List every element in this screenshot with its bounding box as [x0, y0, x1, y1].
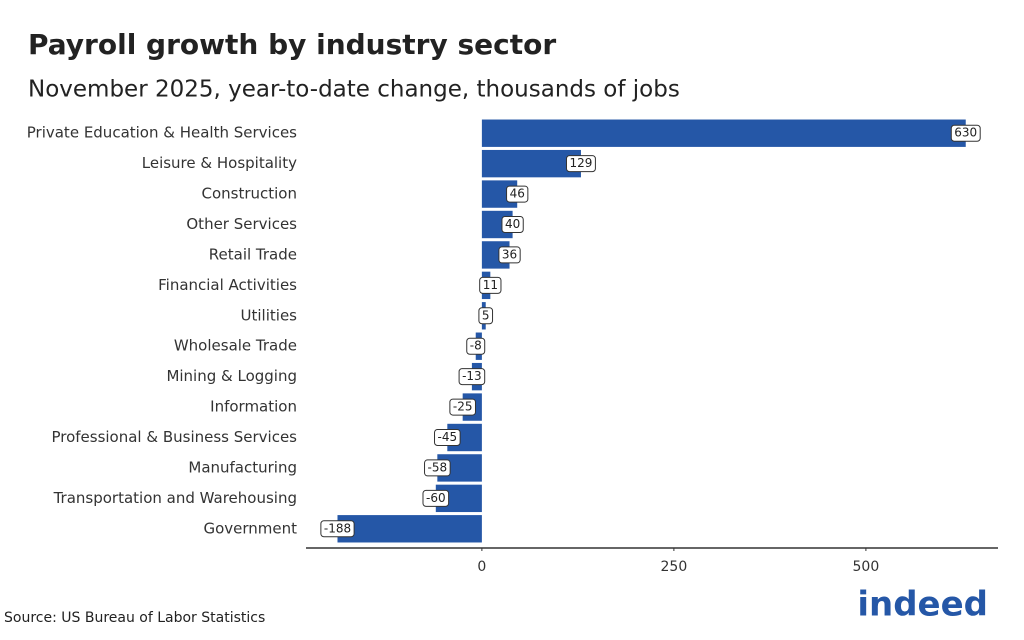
- value-label-box: [950, 124, 981, 142]
- x-tick-label: 0: [477, 559, 486, 575]
- y-tick-label: Manufacturing: [188, 458, 297, 476]
- bar: [337, 515, 482, 543]
- y-tick-label: Retail Trade: [209, 245, 297, 263]
- y-tick-label: Government: [203, 519, 297, 537]
- value-label: -13: [462, 369, 482, 383]
- y-tick-label: Transportation and Warehousing: [53, 489, 297, 507]
- y-tick-label: Other Services: [186, 215, 297, 233]
- value-label: -8: [470, 339, 482, 353]
- value-label-box: [498, 246, 521, 264]
- y-tick-label: Financial Activities: [158, 276, 297, 294]
- value-label: 46: [510, 187, 525, 201]
- y-tick-label: Leisure & Hospitality: [142, 154, 297, 172]
- value-label-box: [466, 337, 486, 355]
- value-label: 36: [502, 247, 517, 261]
- value-label: -58: [428, 460, 448, 474]
- value-label-box: [506, 185, 529, 203]
- value-label-box: [566, 155, 596, 173]
- value-label-box: [449, 398, 476, 416]
- value-label: 630: [954, 126, 977, 140]
- value-label-box: [479, 276, 502, 294]
- value-label: -25: [453, 400, 473, 414]
- y-tick-label: Information: [210, 398, 297, 416]
- value-label: 5: [482, 308, 490, 322]
- x-tick-label: 250: [661, 559, 688, 575]
- y-tick-label: Mining & Logging: [166, 367, 297, 385]
- value-label-box: [320, 520, 355, 538]
- bar: [481, 119, 966, 147]
- y-tick-label: Wholesale Trade: [174, 337, 297, 355]
- value-label-box: [501, 216, 524, 233]
- logo: indeed: [857, 585, 988, 625]
- value-label: 40: [505, 217, 520, 231]
- value-label-box: [434, 429, 461, 446]
- value-label: 129: [570, 156, 593, 170]
- y-tick-label: Private Education & Health Services: [27, 124, 297, 142]
- y-tick-label: Professional & Business Services: [51, 428, 297, 446]
- bar: [481, 149, 581, 178]
- value-label-box: [458, 368, 486, 386]
- y-tick-label: Utilities: [241, 306, 298, 324]
- value-label-box: [422, 489, 450, 507]
- chart-subtitle: November 2025, year-to-date change, thou…: [28, 77, 680, 103]
- source: Source: US Bureau of Labor Statistics: [4, 610, 265, 626]
- value-label: -60: [426, 491, 446, 505]
- x-tick-label: 500: [853, 559, 880, 575]
- chart-title: Payroll growth by industry sector: [28, 28, 556, 61]
- y-tick-label: Construction: [201, 185, 297, 203]
- value-label-box: [478, 307, 494, 325]
- value-label: -188: [324, 521, 351, 535]
- value-label: 11: [483, 278, 498, 292]
- value-label: -45: [438, 430, 458, 444]
- value-label-box: [424, 459, 451, 477]
